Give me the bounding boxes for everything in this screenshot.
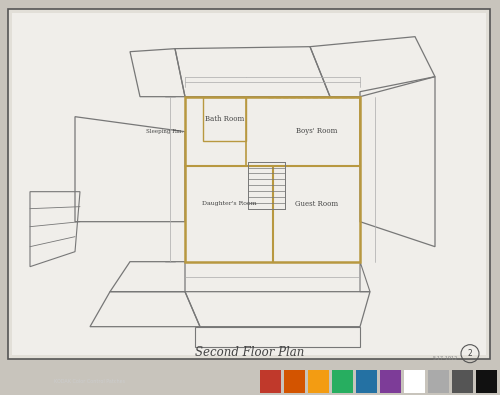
Bar [332, 370, 353, 393]
Text: KODAK Color Control Patches: KODAK Color Control Patches [54, 379, 126, 384]
Text: Second Floor Plan: Second Floor Plan [196, 346, 304, 359]
Bar [380, 370, 401, 393]
Text: Guest Room: Guest Room [294, 200, 338, 208]
Text: Boys' Room: Boys' Room [296, 127, 337, 135]
Bar [404, 370, 425, 393]
Text: Bath Room: Bath Room [205, 115, 244, 123]
Bar [185, 97, 360, 261]
Text: 2: 2 [468, 349, 472, 358]
Bar [356, 370, 377, 393]
Bar [202, 97, 246, 141]
Bar [308, 370, 329, 393]
Text: 5-17-1912: 5-17-1912 [432, 356, 458, 361]
Bar [260, 370, 281, 393]
Bar [452, 370, 473, 393]
Bar [476, 370, 497, 393]
Text: Sleeping Rm.: Sleeping Rm. [146, 129, 184, 134]
Bar [428, 370, 449, 393]
Text: Daughter's Room: Daughter's Room [202, 201, 256, 206]
Bar [284, 370, 305, 393]
